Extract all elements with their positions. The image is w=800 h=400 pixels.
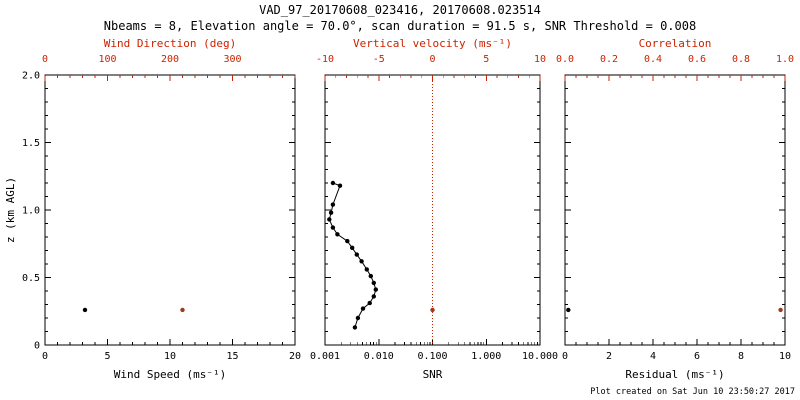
svg-text:100: 100 [98, 54, 116, 65]
svg-text:10: 10 [779, 351, 791, 362]
plot-subtitle: Nbeams = 8, Elevation angle = 70.0°, sca… [103, 19, 697, 33]
svg-text:0: 0 [562, 351, 568, 362]
residual-correlation-top-label: Correlation [639, 37, 712, 50]
wind-direction-series [180, 307, 185, 313]
svg-text:8: 8 [738, 351, 744, 362]
svg-text:0.5: 0.5 [22, 273, 40, 284]
wind-speed-series [82, 307, 88, 313]
svg-text:1.0: 1.0 [776, 54, 794, 65]
svg-text:0.010: 0.010 [364, 351, 394, 362]
svg-text:0: 0 [42, 54, 48, 65]
plot-title: VAD_97_20170608_023416, 20170608.023514 [259, 3, 541, 17]
svg-text:0: 0 [34, 341, 40, 352]
wind-speed-direction-top-label: Wind Direction (deg) [104, 37, 236, 50]
svg-text:6: 6 [694, 351, 700, 362]
svg-text:1.0: 1.0 [22, 206, 40, 217]
svg-text:20: 20 [289, 351, 301, 362]
svg-text:10.000: 10.000 [522, 351, 558, 362]
svg-text:0.100: 0.100 [417, 351, 447, 362]
svg-text:-5: -5 [373, 54, 385, 65]
svg-text:10: 10 [164, 351, 176, 362]
snr-vertical-velocity-top-label: Vertical velocity (ms⁻¹) [353, 37, 512, 50]
svg-text:0.6: 0.6 [688, 54, 706, 65]
plot-created-timestamp: Plot created on Sat Jun 10 23:50:27 2017 [590, 387, 795, 397]
snr-profile-series [327, 180, 378, 330]
svg-text:5: 5 [483, 54, 489, 65]
svg-text:0.4: 0.4 [644, 54, 662, 65]
y-axis-title: z (km AGL) [4, 177, 17, 243]
residual-correlation-xlabel: Residual (ms⁻¹) [625, 368, 724, 381]
svg-text:10: 10 [534, 54, 546, 65]
svg-text:0.8: 0.8 [732, 54, 750, 65]
svg-text:15: 15 [226, 351, 238, 362]
svg-text:0.0: 0.0 [556, 54, 574, 65]
svg-text:2.0: 2.0 [22, 71, 40, 82]
snr-vertical-velocity-xlabel: SNR [423, 368, 443, 381]
svg-text:0.2: 0.2 [600, 54, 618, 65]
svg-text:5: 5 [104, 351, 110, 362]
svg-text:2: 2 [606, 351, 612, 362]
svg-text:300: 300 [223, 54, 241, 65]
snr-vertical-velocity-panel: 0.001 0.010 0.100 1.000 10.000 SNR -10 -5 0 5 10 Ve… [310, 37, 558, 381]
svg-text:4: 4 [650, 351, 656, 362]
residual-correlation-panel: 0 2 4 6 8 10 Residual (ms⁻¹) 0.0 0.2 0.4 0.6 0.8 1.0… [556, 37, 794, 381]
svg-text:-10: -10 [316, 54, 334, 65]
wind-speed-direction-panel: 0 5 10 15 20 Wind Speed (ms⁻¹) 0 100 200 300 Wind … [22, 37, 301, 381]
svg-text:0.001: 0.001 [310, 351, 340, 362]
residual-series [566, 307, 571, 313]
svg-text:200: 200 [161, 54, 179, 65]
wind-speed-direction-xlabel: Wind Speed (ms⁻¹) [114, 368, 227, 381]
vertical-velocity-series [430, 307, 435, 313]
svg-text:1.000: 1.000 [471, 351, 501, 362]
correlation-series [778, 307, 783, 313]
svg-text:1.5: 1.5 [22, 138, 40, 149]
svg-text:0: 0 [42, 351, 48, 362]
svg-text:0: 0 [429, 54, 435, 65]
